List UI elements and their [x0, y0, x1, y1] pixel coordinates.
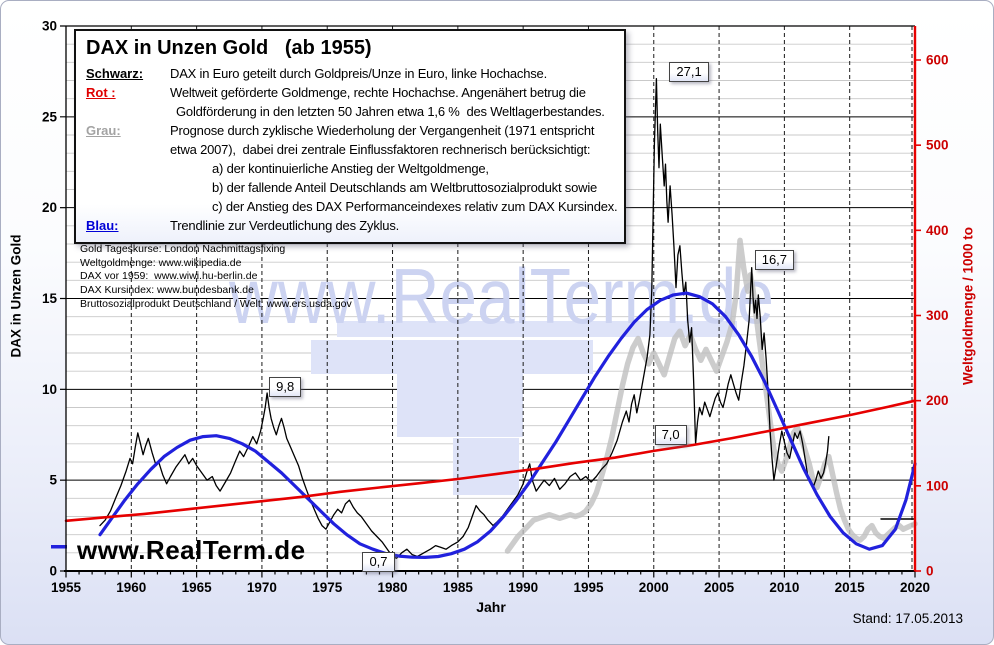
series-blau	[98, 291, 917, 560]
x-tick-label: 1960	[116, 580, 146, 595]
legend-label-schwarz: Schwarz:	[86, 66, 144, 81]
y-right-tick-label: 400	[926, 223, 949, 238]
watermark-block	[337, 321, 737, 337]
watermark-block	[311, 340, 593, 374]
source-line: DAX Kursindex: www.bundesbank.de	[80, 284, 254, 297]
legend-text: b) der fallende Anteil Deutschlands am W…	[212, 180, 598, 195]
watermark-text: www.RealTerm.de	[228, 252, 774, 340]
y-left-tick-label: 30	[42, 19, 57, 34]
legend-label-grau: Grau:	[86, 123, 121, 138]
source-line: Gold Tageskurse: London Nachmittagsfixin…	[80, 243, 286, 255]
annotation-0-7: 0,7	[362, 552, 395, 573]
legend-text: Weltweit geförderte Goldmenge, rechte Ho…	[170, 85, 586, 100]
y-axis-title-left: DAX in Unzen Gold	[8, 234, 24, 358]
annotation-9-8: 9,8	[269, 376, 302, 397]
y-left-tick-label: 5	[49, 473, 57, 488]
y-left-tick-label: 15	[42, 291, 58, 306]
legend-text: Trendlinie zur Verdeutlichung des Zyklus…	[170, 218, 400, 233]
annotation-16-7: 16,7	[754, 249, 795, 270]
legend-row-blau: Blau: Trendlinie zur Verdeutlichung des …	[86, 216, 614, 235]
y-left-tick-label: 20	[42, 200, 57, 215]
legend-text: Prognose durch zyklische Wiederholung de…	[170, 123, 595, 138]
y-right-tick-label: 300	[926, 308, 949, 323]
annotation-27-1: 27,1	[669, 61, 709, 82]
source-line: Weltgoldmenge: www.wikipedia.de	[80, 256, 242, 269]
x-tick-label: 1995	[573, 580, 604, 595]
y-right-tick-label: 0	[926, 564, 934, 579]
chart-title: DAX in Unzen Gold (ab 1955)	[86, 37, 372, 59]
x-tick-label: 2010	[769, 580, 799, 595]
brand-url-text: www.RealTerm.de	[77, 535, 306, 565]
legend-box: DAX in Unzen Gold (ab 1955) Schwarz: DAX…	[74, 29, 626, 244]
legend-text: a) der kontinuierliche Anstieg der Weltg…	[212, 161, 489, 176]
annotation-7-0: 7,0	[654, 424, 687, 445]
x-tick-label: 2015	[835, 580, 866, 595]
x-tick-label: 1980	[378, 580, 408, 595]
data-sources: Gold Tageskurse: London Nachmittagsfixin…	[80, 243, 352, 312]
legend-label-rot: Rot :	[86, 85, 116, 100]
x-axis-title: Jahr	[476, 599, 506, 615]
x-tick-label: 1975	[312, 580, 343, 595]
trendline-axis-marker	[51, 545, 67, 549]
y-right-tick-label: 200	[926, 393, 949, 408]
x-tick-label: 1985	[443, 580, 474, 595]
status-date: Stand: 17.05.2013	[852, 611, 963, 626]
series-rot	[64, 399, 917, 523]
watermark-block	[453, 438, 519, 495]
y-right-tick-label: 100	[926, 478, 949, 493]
source-line: DAX vor 1959: www.wiwi.hu-berlin.de	[80, 270, 258, 283]
legend-row-grau: Grau: Prognose durch zyklische Wiederhol…	[86, 121, 618, 216]
y-right-tick-label: 600	[926, 53, 949, 68]
x-tick-label: 1990	[508, 580, 538, 595]
legend-text: DAX in Euro geteilt durch Goldpreis/Unze…	[170, 66, 547, 81]
y-left-tick-label: 0	[49, 564, 57, 579]
source-line: Bruttosozialprodukt Deutschland / Welt: …	[80, 297, 352, 310]
x-tick-label: 1955	[51, 580, 82, 595]
x-tick-label: 1965	[182, 580, 213, 595]
legend-text: Goldförderung in den letzten 50 Jahren e…	[176, 104, 605, 119]
x-tick-label: 2020	[900, 580, 930, 595]
x-tick-label: 2005	[704, 580, 735, 595]
legend-text: etwa 2007), dabei drei zentrale Einfluss…	[170, 142, 591, 157]
series-grau	[504, 237, 918, 554]
y-left-tick-label: 25	[42, 109, 58, 124]
y-axis-title-right: Weltgoldmenge / 1000 to	[960, 226, 976, 386]
legend-row-schwarz: Schwarz: DAX in Euro geteilt durch Goldp…	[86, 64, 614, 83]
x-tick-label: 2000	[639, 580, 669, 595]
legend-text: c) der Anstieg des DAX Performanceindexe…	[212, 199, 618, 214]
y-left-tick-label: 10	[42, 382, 57, 397]
y-right-tick-label: 500	[926, 138, 949, 153]
x-tick-label: 1970	[247, 580, 277, 595]
legend-label-blau: Blau:	[86, 218, 119, 233]
legend-row-rot: Rot : Weltweit geförderte Goldmenge, rec…	[86, 83, 614, 121]
watermark-block	[397, 374, 523, 437]
